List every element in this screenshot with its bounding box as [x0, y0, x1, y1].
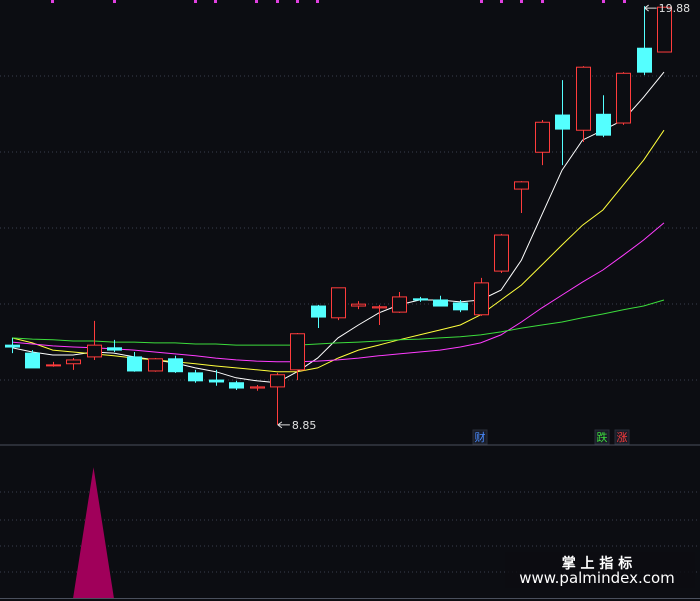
candle-body [351, 303, 366, 307]
event-marker-box [472, 429, 488, 445]
watermark-bg [505, 552, 695, 588]
candle-body [5, 344, 20, 348]
candle-body [107, 347, 122, 351]
signal-dot [296, 0, 299, 3]
signal-dots [51, 0, 626, 3]
candle-body [555, 114, 570, 130]
event-marker-box [614, 429, 630, 445]
event-marker: 财 [475, 430, 486, 444]
min-price-label: 8.85 [292, 419, 317, 432]
signal-dot [500, 0, 503, 3]
candle-body [209, 379, 224, 383]
candle-body [514, 181, 529, 190]
candle-body [290, 333, 305, 371]
event-marker: 跌 [597, 430, 608, 444]
candle-body [657, 6, 672, 53]
signal-dot [480, 0, 483, 3]
signal-dot [541, 0, 544, 3]
candle-body [372, 306, 387, 309]
candle-body [168, 358, 183, 373]
signal-dot [316, 0, 319, 3]
signal-dot [194, 0, 197, 3]
watermark-title: 掌 上 指 标 [562, 555, 633, 572]
signal-dot [520, 0, 523, 3]
signal-dot [255, 0, 258, 3]
signal-dot [602, 0, 605, 3]
candle-body [25, 352, 40, 369]
event-marker-box [594, 429, 610, 445]
event-marker: 涨 [617, 431, 628, 444]
candle-body [616, 72, 631, 124]
max-price-label: 19.88 [659, 2, 691, 15]
ma-line [11, 129, 665, 373]
candle-body [87, 344, 102, 358]
candle-body [250, 386, 265, 389]
candle-body [229, 382, 244, 389]
candle-body [433, 299, 448, 307]
candle-body [453, 302, 468, 311]
candle-body [127, 356, 142, 372]
candle-body [188, 372, 203, 382]
candle-body [148, 358, 163, 372]
watermark-url: www.palmindex.com [519, 569, 675, 587]
grid [0, 75, 700, 573]
signal-dot [276, 0, 279, 3]
signal-dot [623, 0, 626, 3]
indicator-area [12, 467, 664, 598]
candle-body [474, 282, 489, 316]
candle-body [66, 359, 81, 365]
signal-dot [113, 0, 116, 3]
signal-dot [214, 0, 217, 3]
candle-body [576, 66, 591, 131]
candle-body [311, 305, 326, 318]
candle-body [535, 121, 550, 153]
ma-line [11, 299, 665, 346]
candle-body [331, 287, 346, 319]
ma-line [11, 71, 665, 384]
candle-body [392, 296, 407, 313]
min-arrow [277, 421, 290, 429]
candle-body [270, 374, 285, 388]
candle-body [46, 364, 61, 367]
candle-body [413, 298, 428, 301]
candle-body [494, 234, 509, 272]
candle-body [596, 113, 611, 136]
max-arrow [644, 4, 657, 12]
signal-dot [51, 0, 54, 3]
candle-body [637, 47, 652, 73]
